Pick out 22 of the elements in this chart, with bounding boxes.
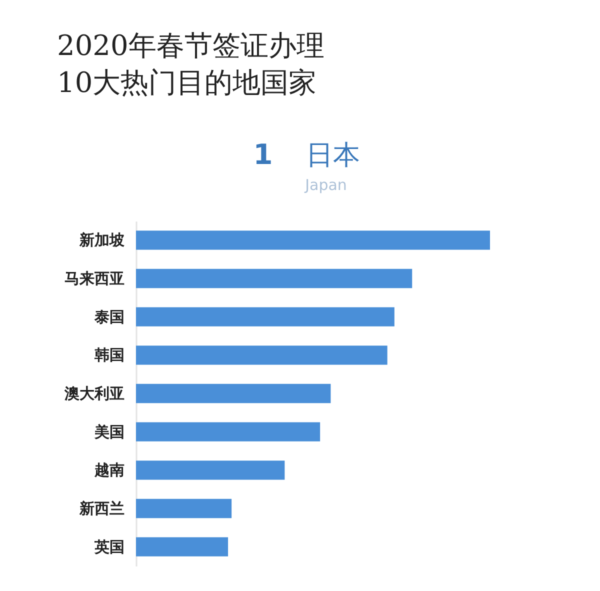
text: Japan: [304, 176, 347, 194]
bar: [136, 384, 331, 404]
y-tick-label: 英国: [94, 538, 124, 556]
y-tick-label: 泰国: [94, 308, 124, 326]
y-tick-label: 澳大利亚: [64, 384, 124, 402]
chart-subtitle: 日本: [306, 140, 360, 171]
y-tick-label: 新西兰: [78, 500, 124, 518]
y-tick-label: 新加坡: [78, 231, 126, 250]
y-tick-label: 马来西亚: [64, 270, 124, 288]
bar: [136, 307, 394, 326]
chart-title: 2020年春节签证办理 10大热门目的地国家: [57, 29, 324, 99]
bar: [136, 230, 490, 250]
text: 1: [253, 138, 273, 171]
y-tick-label: 韩国: [94, 346, 124, 364]
bar: [136, 422, 320, 442]
bar: [136, 268, 412, 288]
bar: [136, 537, 228, 556]
bar: [136, 346, 388, 365]
bar: [136, 498, 232, 518]
bar: [136, 460, 285, 480]
y-tick-label: 越南: [94, 461, 124, 480]
y-tick-label: 美国: [94, 422, 124, 441]
